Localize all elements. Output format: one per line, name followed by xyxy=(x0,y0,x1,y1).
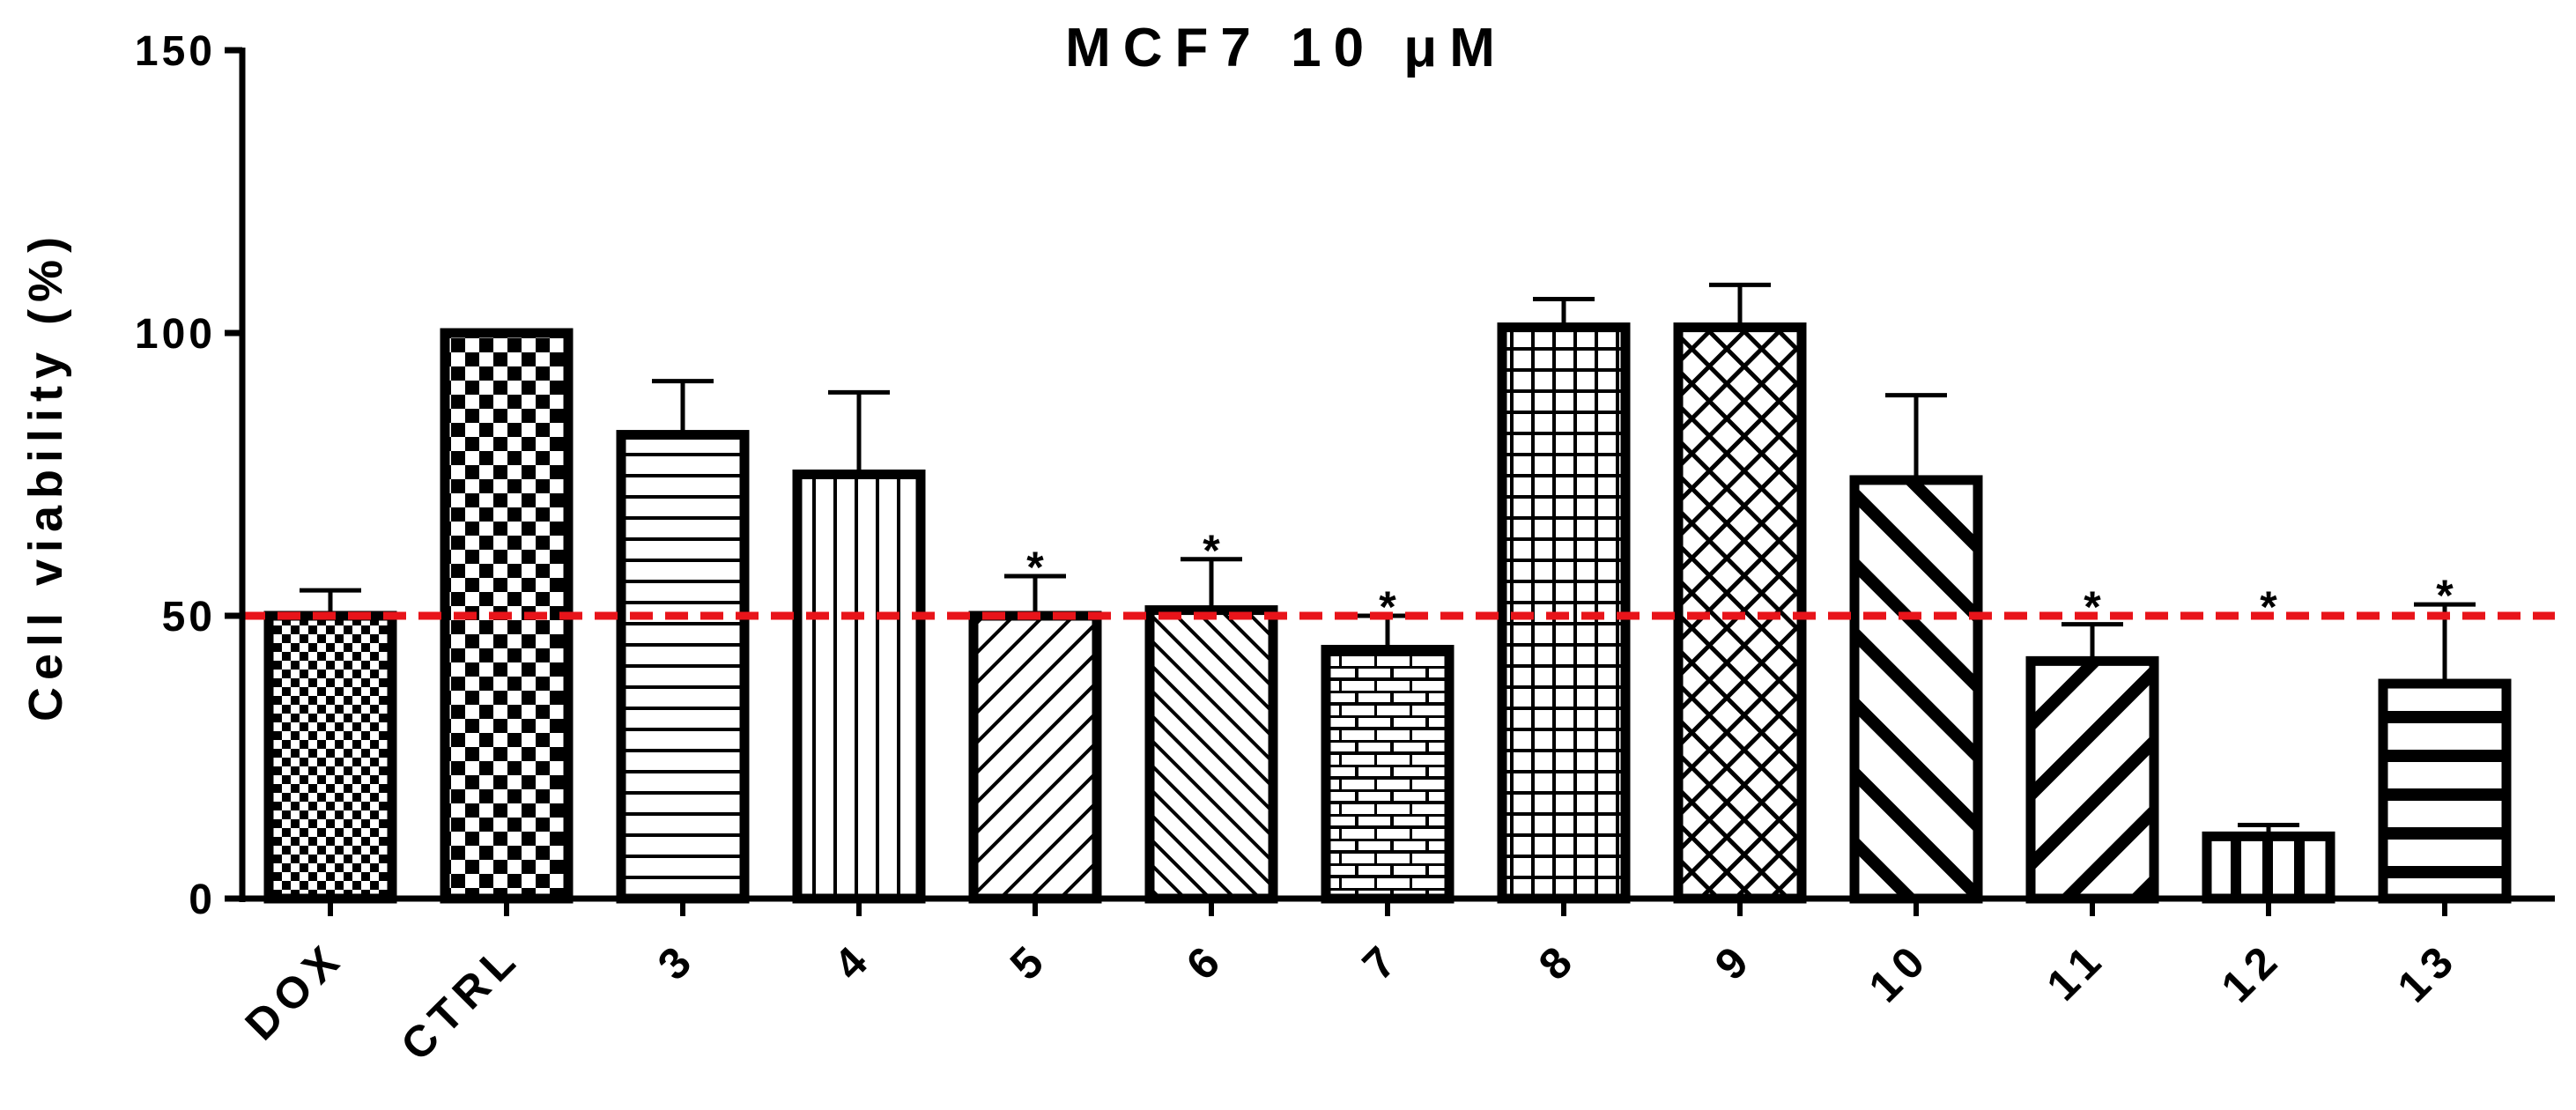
bar-13 xyxy=(2378,678,2512,904)
x-axis-tick-labels: DOX CTRL 3 4 5 6 7 8 9 10 11 12 13 xyxy=(236,932,2468,1069)
x-tick-label-4: 4 xyxy=(825,932,882,989)
bar-DOX xyxy=(263,610,397,904)
x-tick-label-10: 10 xyxy=(1860,932,1939,1011)
bar-11 xyxy=(2025,655,2159,904)
y-tick-label-150: 150 xyxy=(135,28,216,75)
x-tick-label-CTRL: CTRL xyxy=(391,932,529,1069)
x-tick-label-6: 6 xyxy=(1177,932,1234,989)
bar-7 xyxy=(1321,645,1455,904)
y-tick-label-50: 50 xyxy=(162,594,216,640)
significance-12: * xyxy=(2260,582,2277,632)
x-tick-label-5: 5 xyxy=(1001,932,1058,989)
x-tick-label-11: 11 xyxy=(2037,932,2114,1010)
significance-13: * xyxy=(2436,571,2454,620)
bar-4 xyxy=(792,470,926,904)
x-tick-label-DOX: DOX xyxy=(236,932,353,1049)
y-tick-label-0: 0 xyxy=(189,877,216,923)
bar-12 xyxy=(2202,831,2335,904)
x-tick-label-8: 8 xyxy=(1529,932,1587,989)
chart-title: MCF7 10 μM xyxy=(1065,18,1507,78)
x-tick-label-13: 13 xyxy=(2388,932,2468,1011)
y-axis-label: Cell viability (%) xyxy=(19,230,72,722)
y-axis-ticks: 0 50 100 150 xyxy=(135,28,242,923)
axes xyxy=(239,48,2555,916)
x-tick-label-9: 9 xyxy=(1706,932,1763,989)
x-tick-label-3: 3 xyxy=(648,932,706,989)
bar-10 xyxy=(1849,475,1983,904)
significance-5: * xyxy=(1026,543,1044,592)
significance-7: * xyxy=(1379,582,1396,632)
bar-3 xyxy=(616,430,750,904)
bar-5 xyxy=(968,610,1102,904)
significance-11: * xyxy=(2084,582,2101,632)
x-tick-label-7: 7 xyxy=(1353,932,1410,989)
y-tick-label-100: 100 xyxy=(135,311,216,358)
significance-markers: * * * * * * xyxy=(1026,526,2454,632)
bar-6 xyxy=(1144,605,1278,904)
x-tick-label-12: 12 xyxy=(2212,932,2291,1011)
significance-6: * xyxy=(1203,526,1220,575)
